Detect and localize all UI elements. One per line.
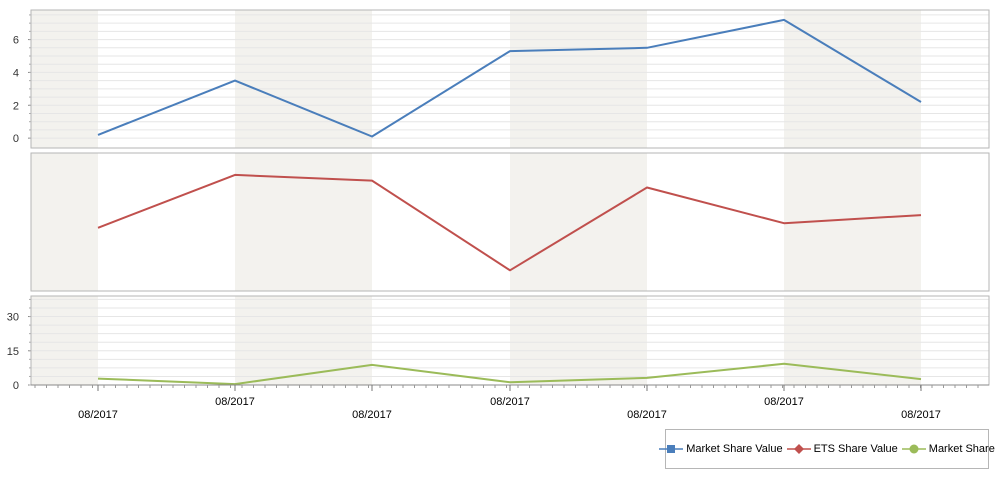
data-point[interactable] — [918, 99, 924, 105]
y-tick-label: 0 — [13, 133, 19, 145]
y-tick-label: 15 — [7, 346, 19, 358]
series-line-ets-share-value — [97, 173, 922, 272]
legend-item-market-share-value[interactable]: Market Share Value — [659, 443, 783, 455]
legend-item-market-share[interactable]: Market Share — [901, 443, 995, 455]
legend-square — [667, 445, 676, 453]
data-point[interactable] — [369, 134, 375, 140]
legend-item-ets-share-value[interactable]: ETS Share Value — [786, 443, 898, 455]
data-point[interactable] — [644, 375, 650, 381]
background-band — [235, 153, 372, 291]
diamond-marker-icon — [786, 444, 811, 454]
data-point[interactable] — [232, 78, 238, 84]
legend-label: Market Share Value — [686, 443, 783, 455]
data-point[interactable] — [644, 45, 650, 51]
pane-border — [30, 9, 990, 149]
data-point[interactable] — [232, 172, 238, 178]
y-tick-label: 30 — [7, 312, 19, 324]
x-tick-label: 08/2017 — [78, 409, 118, 421]
x-tick-label: 08/2017 — [352, 409, 392, 421]
legend-circle — [909, 444, 919, 454]
legend-diamond — [793, 444, 804, 454]
series-line-market-share-value — [97, 18, 922, 138]
data-point[interactable] — [507, 267, 513, 273]
background-band — [31, 153, 98, 291]
x-tick-label: 08/2017 — [215, 396, 255, 408]
data-point[interactable] — [95, 225, 101, 231]
data-point[interactable] — [781, 17, 787, 23]
data-point[interactable] — [369, 178, 375, 184]
background-band — [235, 10, 372, 148]
background-band — [784, 296, 921, 385]
y-tick-label: 0 — [13, 380, 19, 392]
x-tick-label: 08/2017 — [490, 396, 530, 408]
x-axis: 08/2017 08/2017 08/2017 08/2017 08/2017 08/20… — [31, 384, 989, 421]
data-point[interactable] — [781, 220, 787, 226]
square-marker-icon — [659, 445, 684, 453]
legend-label: Market Share — [928, 443, 995, 455]
legend-label: ETS Share Value — [813, 443, 898, 455]
legend: Market Share Value ETS Share Value Marke… — [659, 429, 995, 469]
circle-marker-icon — [901, 444, 926, 454]
background-band — [784, 10, 921, 148]
pane-1: 0 2 4 6 — [13, 9, 990, 149]
background-band — [510, 296, 647, 385]
background-band — [31, 10, 98, 148]
y-tick-label: 4 — [13, 67, 19, 79]
y-tick-label: 2 — [13, 100, 19, 112]
data-point[interactable] — [507, 48, 513, 54]
alternating-bands — [31, 10, 921, 385]
x-tick-label: 08/2017 — [901, 409, 941, 421]
pane-border — [30, 152, 990, 292]
chart-panes: 0 2 4 6 0 15 30 — [7, 9, 990, 392]
data-point[interactable] — [95, 376, 101, 382]
x-tick-label: 08/2017 — [627, 409, 667, 421]
background-band — [510, 153, 647, 291]
data-point[interactable] — [507, 379, 513, 385]
data-point[interactable] — [369, 362, 375, 368]
data-point[interactable] — [918, 376, 924, 382]
y-tick-label: 6 — [13, 35, 19, 47]
pane-3: 0 15 30 — [7, 295, 990, 392]
background-band — [510, 10, 647, 148]
x-tick-label: 08/2017 — [764, 396, 804, 408]
series-line-market-share — [97, 362, 922, 386]
background-band — [235, 296, 372, 385]
pane-2 — [30, 152, 990, 292]
data-point[interactable] — [918, 212, 924, 218]
background-band — [31, 296, 98, 385]
data-point[interactable] — [781, 361, 787, 367]
data-point[interactable] — [95, 132, 101, 138]
data-point[interactable] — [644, 185, 650, 191]
